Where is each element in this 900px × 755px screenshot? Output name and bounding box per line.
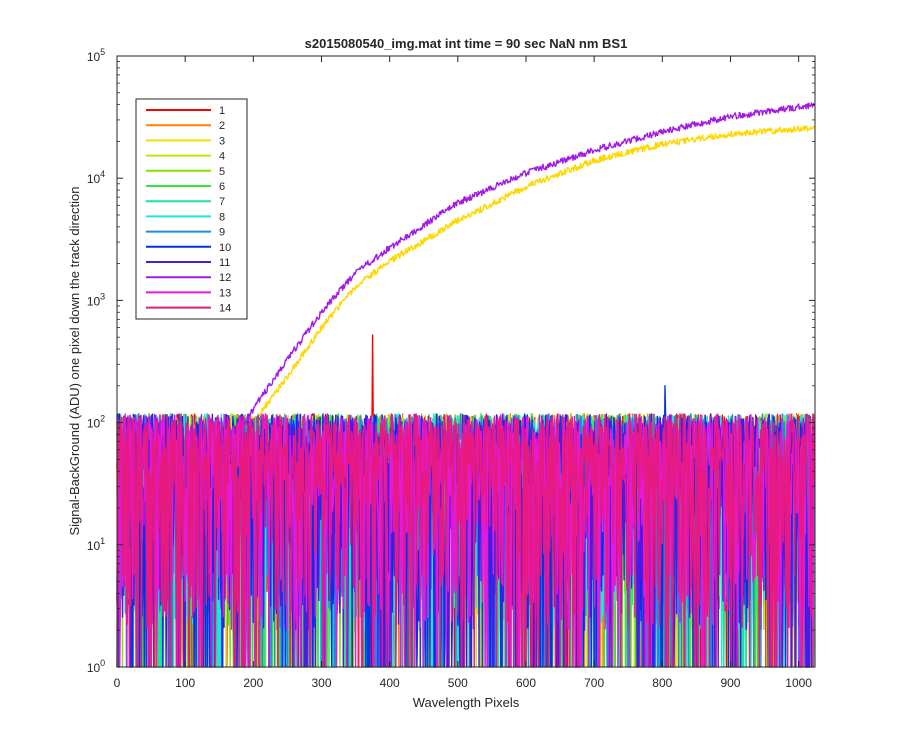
x-tick-label: 1000 <box>785 676 812 690</box>
y-tick-exponent: 0 <box>100 658 105 668</box>
y-tick-label: 105 <box>87 47 105 64</box>
y-tick-exponent: 3 <box>100 291 105 301</box>
legend-label-11: 11 <box>219 257 230 269</box>
x-tick-label: 200 <box>243 676 263 690</box>
y-tick-base: 10 <box>87 294 101 308</box>
x-tick-label: 400 <box>380 676 400 690</box>
legend-label-9: 9 <box>219 227 225 239</box>
y-tick-base: 10 <box>87 661 101 675</box>
axes-box <box>116 55 816 668</box>
series-layer <box>116 102 815 668</box>
x-tick-layer: 0 100 200 300 400 500 600 700 800 900 1000 <box>114 56 812 690</box>
legend-label-10: 10 <box>219 242 231 254</box>
y-tick-exponent: 1 <box>100 536 105 546</box>
y-tick-base: 10 <box>87 50 101 64</box>
y-tick-label: 102 <box>87 414 105 431</box>
legend-label-8: 8 <box>219 211 225 223</box>
legend-label-2: 2 <box>219 120 225 132</box>
y-tick-base: 10 <box>87 172 101 186</box>
legend-box <box>135 98 248 320</box>
x-tick-label: 700 <box>584 676 604 690</box>
x-tick-label: 800 <box>652 676 672 690</box>
series-line-14 <box>116 413 815 668</box>
legend-label-12: 12 <box>219 272 231 284</box>
legend-label-4: 4 <box>219 151 225 163</box>
y-tick-label: 104 <box>87 169 105 186</box>
x-axis-label: Wavelength Pixels <box>413 695 520 710</box>
y-tick-label: 100 <box>87 658 105 675</box>
legend-label-5: 5 <box>219 166 225 178</box>
legend-label-14: 14 <box>219 303 231 315</box>
x-tick-label: 500 <box>448 676 468 690</box>
legend-label-13: 13 <box>219 287 231 299</box>
x-tick-label: 0 <box>114 676 121 690</box>
y-tick-base: 10 <box>87 539 101 553</box>
legend-label-1: 1 <box>219 105 225 117</box>
legend-label-6: 6 <box>219 181 225 193</box>
y-tick-exponent: 5 <box>100 47 105 57</box>
x-tick-label: 100 <box>175 676 195 690</box>
x-tick-label: 600 <box>516 676 536 690</box>
x-tick-label: 300 <box>311 676 331 690</box>
y-axis-label: Signal-BackGround (ADU) one pixel down t… <box>67 186 82 535</box>
y-tick-label: 101 <box>87 536 105 553</box>
y-tick-base: 10 <box>87 417 101 431</box>
y-tick-exponent: 2 <box>100 414 105 424</box>
y-tick-label: 103 <box>87 291 105 308</box>
chart-title: s2015080540_img.mat int time = 90 sec Na… <box>305 36 628 51</box>
y-tick-exponent: 4 <box>100 169 105 179</box>
legend-label-7: 7 <box>219 196 225 208</box>
legend-label-3: 3 <box>219 135 225 147</box>
x-tick-label: 900 <box>720 676 740 690</box>
